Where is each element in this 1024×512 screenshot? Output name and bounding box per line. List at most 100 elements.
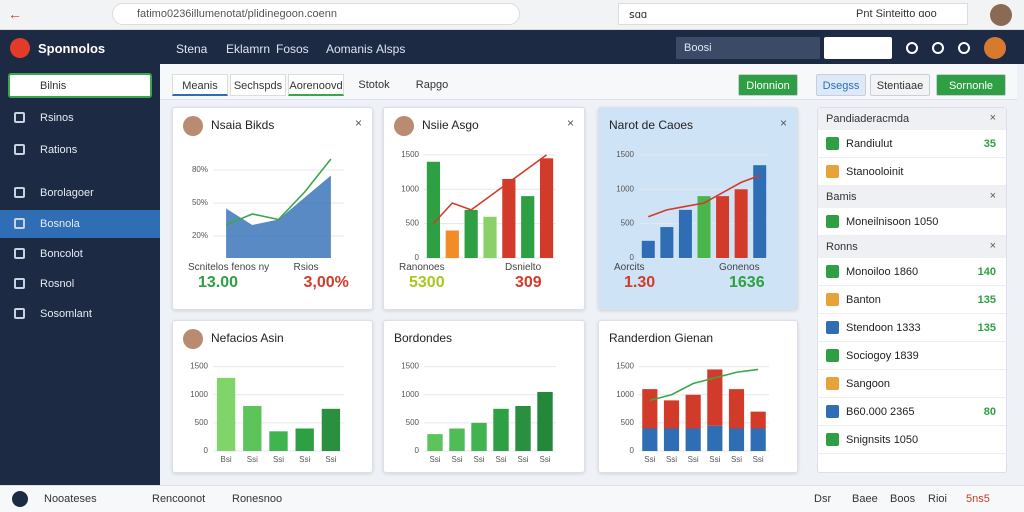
nav-item[interactable]: Aomanis (326, 42, 373, 56)
sidebar-label: Rations (40, 144, 78, 156)
y-tick-label: 500 (195, 418, 209, 427)
panel-item[interactable]: Moneilnisoon 1050 (818, 208, 1006, 236)
bar (707, 425, 723, 451)
footer-item[interactable]: Rencoonot (152, 493, 206, 505)
y-tick-label: 80% (192, 165, 208, 174)
panel-item[interactable]: Stendoon 1333 135 (818, 314, 1006, 342)
y-tick-label: 0 (415, 446, 420, 455)
bar (321, 408, 341, 451)
panel-item[interactable]: Monoiloo 1860 140 (818, 258, 1006, 286)
button[interactable]: Sornonle (936, 74, 1006, 96)
bar (493, 408, 509, 451)
card: Narot de Caoes × 0 500 1000 1500 Aorcits 1.30 Go… (598, 107, 798, 310)
search-box[interactable]: ꜱɑɑ (618, 3, 968, 25)
panel-item[interactable]: Sociogoy 1839 (818, 342, 1006, 370)
y-tick-label: 500 (621, 219, 635, 228)
sidebar-label: Sosomlant (40, 308, 92, 320)
button[interactable]: Dsegss (816, 74, 866, 96)
footer-item[interactable]: Dsr (814, 493, 832, 505)
footer-item[interactable]: 5ns5 (966, 493, 990, 505)
nav-item[interactable]: Fosos (276, 42, 309, 56)
area (226, 175, 331, 258)
y-tick-label: 1500 (616, 150, 634, 159)
footer-item[interactable]: Boos (890, 493, 916, 505)
card-avatar (394, 116, 414, 136)
sidebar-item[interactable]: Boncolot (0, 240, 160, 268)
header-icon[interactable] (958, 42, 970, 54)
footer-item[interactable]: Baee (852, 493, 878, 505)
sidebar-item[interactable]: Rations (0, 136, 160, 164)
panel-item[interactable]: Snignsits 1050 (818, 426, 1006, 454)
card: Nsaia Bikds × 20% 50% 80% Scnitelos fenos ny 1… (172, 107, 373, 310)
chart: 20% 50% 80% (192, 158, 344, 258)
button[interactable]: Dlonnion (738, 74, 798, 96)
footer-item[interactable]: Ronesnoo (232, 493, 283, 505)
tab[interactable]: Rapgo (415, 79, 449, 91)
close-button[interactable]: × (779, 116, 787, 130)
sidebar-item[interactable]: Sosomlant (0, 300, 160, 328)
url-box[interactable]: fatimo0236illumenotat/plidinegoon.coenn (112, 3, 520, 25)
footer (0, 485, 1024, 512)
panel-item[interactable]: Stanooloinit (818, 158, 1006, 186)
sidebar-item[interactable]: Borolagoer (0, 179, 160, 207)
bar (537, 391, 553, 451)
bar (464, 209, 478, 258)
close-button[interactable]: × (354, 116, 362, 130)
close-button[interactable]: × (989, 240, 996, 252)
card-title: Narot de Caoes (609, 118, 694, 132)
avatar[interactable] (990, 4, 1012, 26)
tab[interactable]: Stotok (358, 79, 390, 91)
sidebar-item[interactable]: Rsinos (0, 104, 160, 132)
item-label: Banton (846, 294, 881, 306)
panel-item[interactable]: Randiulut 35 (818, 130, 1006, 158)
item-value: 135 (977, 322, 996, 334)
tab[interactable]: Aorenoovd (288, 74, 344, 96)
profile[interactable] (984, 37, 1006, 59)
panel-item[interactable]: B60.000 2365 80 (818, 398, 1006, 426)
button[interactable]: Stentiaae (870, 74, 930, 96)
card: Bordondes 0 500 1000 1500 Ssi Ssi Ssi Ssi Ssi Ssi (383, 320, 585, 473)
footer-item[interactable]: Nooateses (44, 493, 97, 505)
sidebar-item[interactable]: Bosnola (0, 210, 160, 238)
panel-item[interactable]: Sangoon (818, 370, 1006, 398)
x-tick-label: Ssi (709, 455, 720, 464)
header-icon[interactable] (932, 42, 944, 54)
x-tick-label: Ssi (273, 455, 284, 464)
x-tick-label: Ssi (644, 455, 655, 464)
x-tick-label: Ssi (429, 455, 440, 464)
sidebar-search[interactable]: Bilnis (8, 73, 152, 98)
item-icon (826, 321, 839, 334)
bar (660, 227, 674, 258)
sidebar-item[interactable]: Rosnol (0, 270, 160, 298)
bar (753, 165, 767, 258)
tab[interactable]: Sechspds (230, 74, 286, 96)
x-tick-label: Ssi (247, 455, 258, 464)
y-tick-label: 1000 (616, 184, 634, 193)
close-button[interactable]: × (989, 112, 996, 124)
back-button[interactable]: ← (8, 6, 22, 22)
sidebar-label: Rsinos (40, 112, 74, 124)
nav-item[interactable]: Eklamrn (226, 42, 271, 56)
logo: Sponnolos (38, 41, 106, 56)
y-tick-label: 1500 (401, 362, 419, 371)
header-search[interactable]: Boosi (676, 37, 820, 59)
nav-item[interactable]: Alsps (376, 42, 406, 56)
nav-item[interactable]: Stena (176, 42, 208, 56)
panel-item[interactable]: Banton 135 (818, 286, 1006, 314)
close-button[interactable]: × (566, 116, 574, 130)
section-title: Bamis (826, 191, 857, 203)
x-tick-label: Ssi (753, 455, 764, 464)
bar (269, 431, 288, 451)
bar (641, 240, 655, 258)
item-label: Sociogoy 1839 (846, 350, 919, 362)
footer-item[interactable]: Rioi (928, 493, 947, 505)
bar (426, 161, 441, 258)
tab[interactable]: Meanis (172, 74, 228, 96)
bar (502, 178, 516, 258)
stat-label: Scnitelos fenos ny (188, 262, 270, 273)
panel-section-header: Bamis × (818, 186, 1006, 208)
sidebar-icon (14, 112, 25, 123)
header-icon[interactable] (906, 42, 918, 54)
close-button[interactable]: × (989, 190, 996, 202)
